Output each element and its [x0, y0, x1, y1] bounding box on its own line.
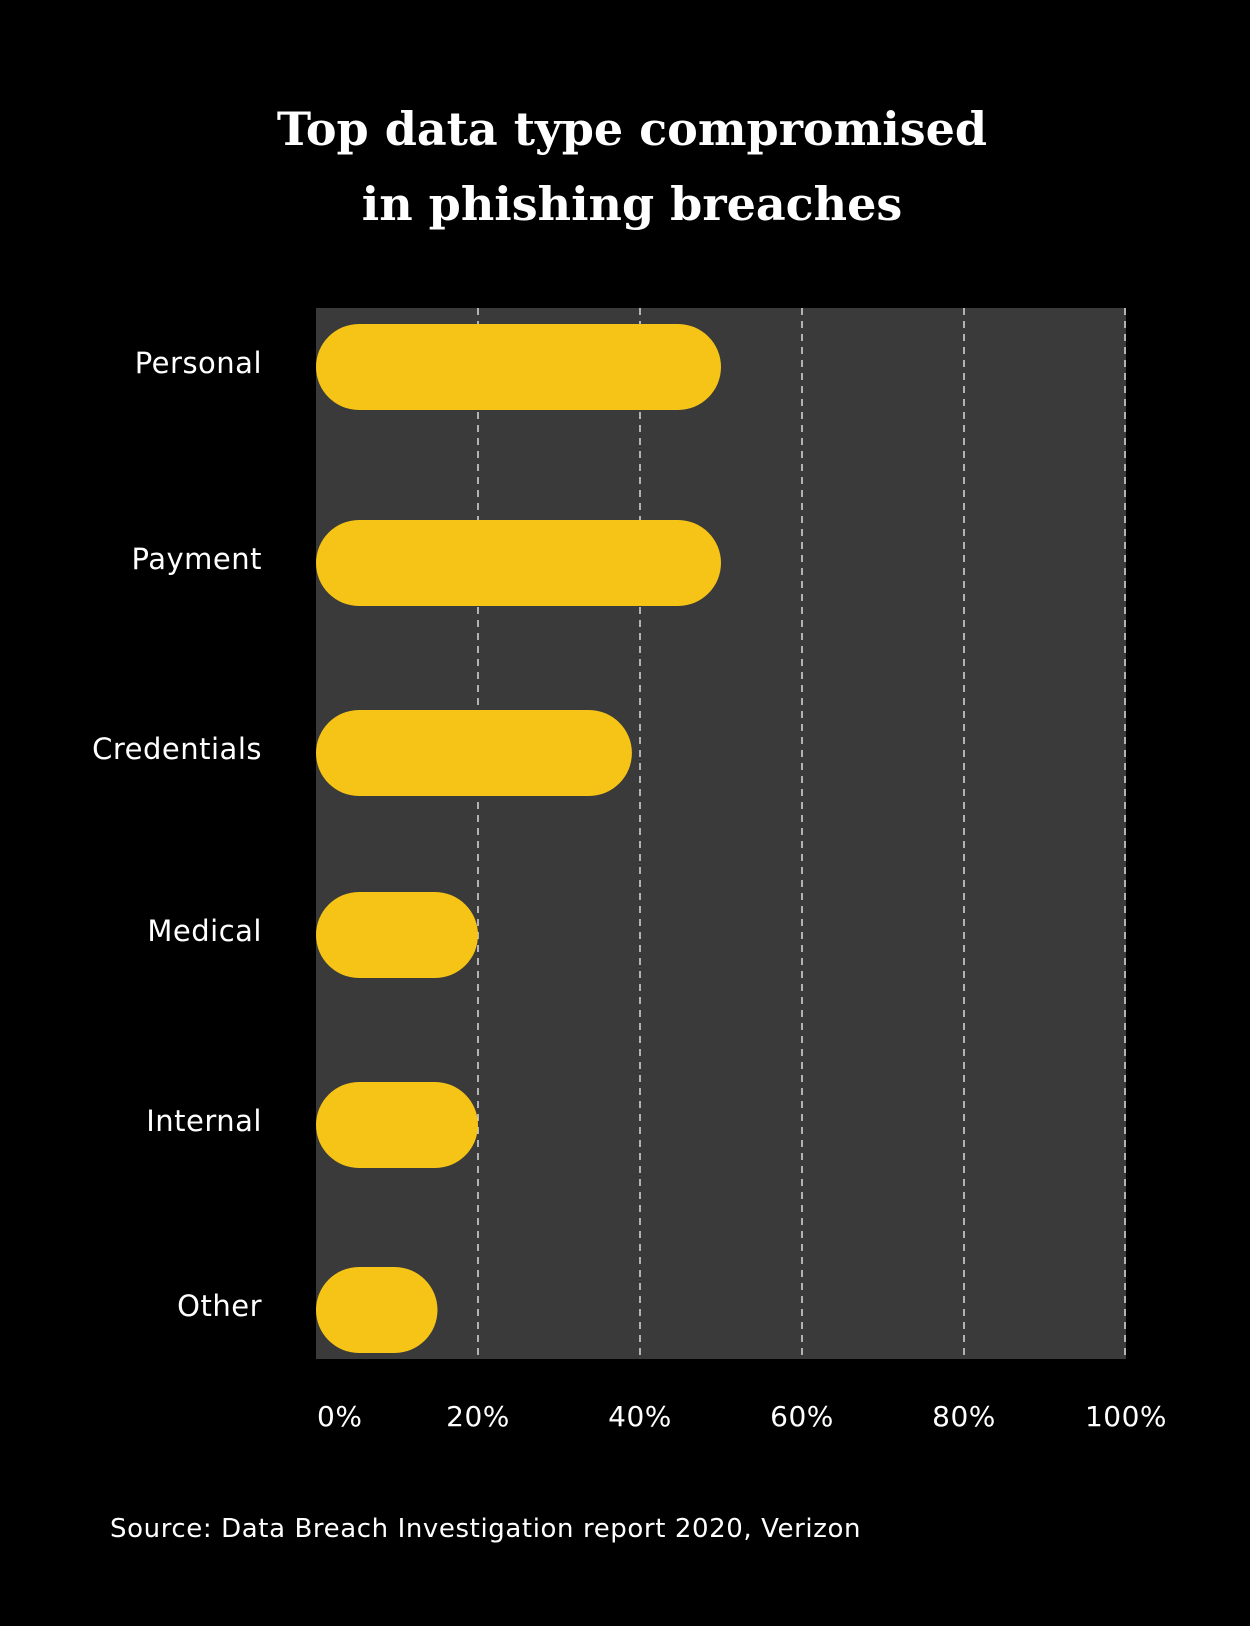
x-tick-label-80: 80% [932, 1400, 996, 1433]
plot-area [316, 308, 1126, 1359]
x-tick-label-40: 40% [608, 1400, 672, 1433]
category-label-internal: Internal [146, 1104, 262, 1138]
bar-internal [316, 1082, 478, 1168]
x-tick-label-20: 20% [446, 1400, 510, 1433]
x-tick-label-100: 100% [1085, 1400, 1167, 1433]
category-label-credentials: Credentials [92, 732, 262, 766]
bar-personal [316, 324, 721, 410]
chart-title: Top data type compromised in phishing br… [0, 92, 1250, 242]
category-label-payment: Payment [132, 542, 262, 576]
category-label-medical: Medical [147, 914, 262, 948]
category-label-other: Other [177, 1289, 262, 1323]
bar-payment [316, 520, 721, 606]
category-label-personal: Personal [135, 346, 262, 380]
x-tick-label-60: 60% [770, 1400, 834, 1433]
source-note: Source: Data Breach Investigation report… [110, 1514, 862, 1544]
bar-medical [316, 892, 478, 978]
x-tick-label-0: 0% [317, 1400, 362, 1433]
bar-other [316, 1267, 438, 1353]
bar-credentials [316, 710, 632, 796]
chart-title-line-2: in phishing breaches [361, 177, 903, 231]
chart-title-line-1: Top data type compromised [276, 102, 988, 156]
